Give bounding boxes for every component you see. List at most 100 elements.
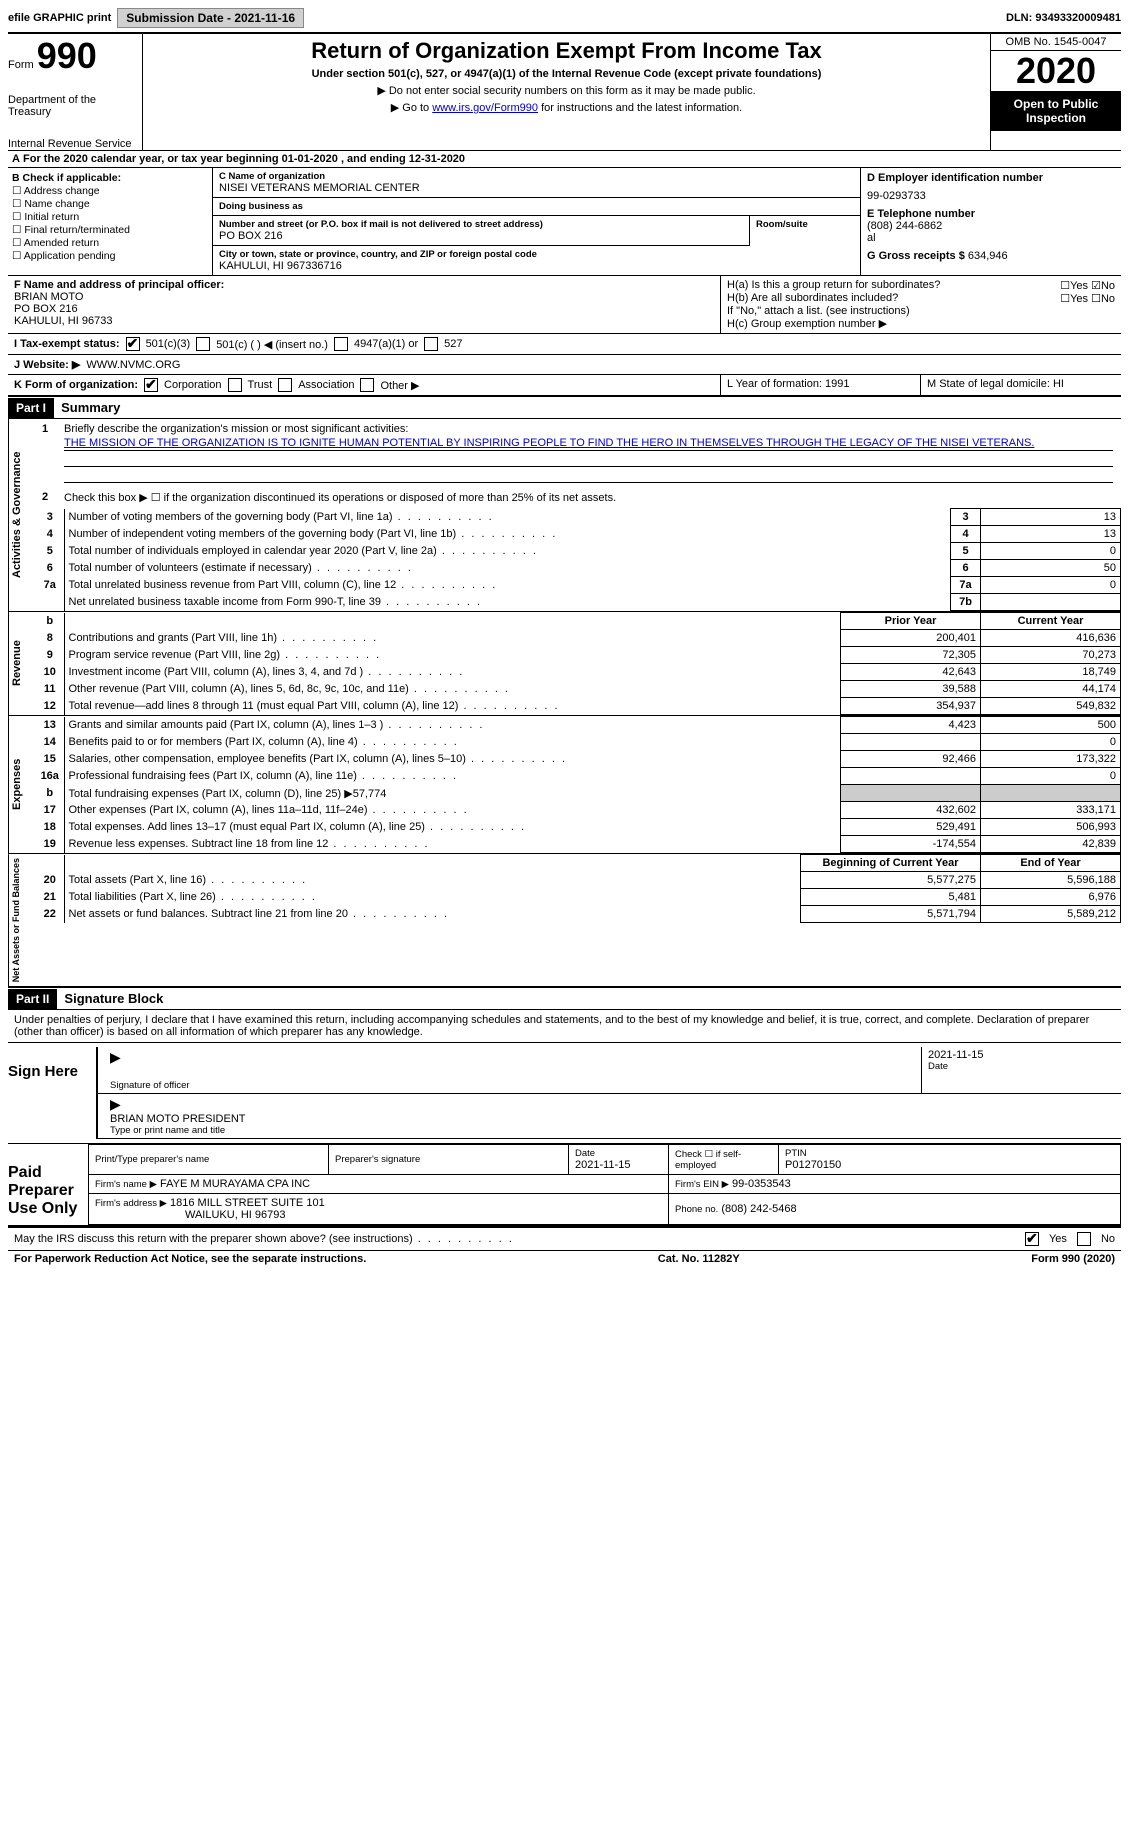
row-label: Other expenses (Part IX, column (A), lin… bbox=[64, 802, 841, 819]
cb-association[interactable] bbox=[278, 378, 292, 392]
prior-value: -174,554 bbox=[841, 836, 981, 853]
gross-receipts-value: 634,946 bbox=[968, 250, 1008, 262]
row-num: 8 bbox=[36, 630, 64, 647]
row-label: Total unrelated business revenue from Pa… bbox=[64, 577, 951, 594]
cb-501c[interactable] bbox=[196, 337, 210, 351]
opt-501c3: 501(c)(3) bbox=[146, 338, 191, 350]
row-label: Net unrelated business taxable income fr… bbox=[64, 594, 951, 611]
phone-label: E Telephone number bbox=[867, 208, 975, 220]
q2-text: Check this box ▶ ☐ if the organization d… bbox=[64, 492, 616, 504]
row-num: 7a bbox=[36, 577, 64, 594]
cb-527[interactable] bbox=[424, 337, 438, 351]
prior-value: 39,588 bbox=[841, 681, 981, 698]
row-label: Salaries, other compensation, employee b… bbox=[64, 751, 841, 768]
mission-text: THE MISSION OF THE ORGANIZATION IS TO IG… bbox=[64, 437, 1113, 451]
submission-date-button[interactable]: Submission Date - 2021-11-16 bbox=[117, 8, 304, 28]
row-num: 17 bbox=[36, 802, 64, 819]
end-value: 6,976 bbox=[981, 889, 1121, 906]
prior-value: 354,937 bbox=[841, 698, 981, 715]
part1-title: Summary bbox=[61, 397, 120, 418]
cb-discuss-no[interactable] bbox=[1077, 1232, 1091, 1246]
officer-typed-label: Type or print name and title bbox=[110, 1125, 1115, 1136]
opt-501c: 501(c) ( ) ◀ (insert no.) bbox=[216, 338, 328, 351]
cb-corporation[interactable] bbox=[144, 378, 158, 392]
row-label: Other revenue (Part VIII, column (A), li… bbox=[64, 681, 841, 698]
cb-4947[interactable] bbox=[334, 337, 348, 351]
prior-value: 529,491 bbox=[841, 819, 981, 836]
row-key: 4 bbox=[951, 526, 981, 543]
row-num: 12 bbox=[36, 698, 64, 715]
current-value: 70,273 bbox=[981, 647, 1121, 664]
irs-link[interactable]: www.irs.gov/Form990 bbox=[432, 102, 538, 114]
pra-notice: For Paperwork Reduction Act Notice, see … bbox=[14, 1253, 366, 1265]
cb-initial-return[interactable]: ☐ Initial return bbox=[12, 211, 208, 223]
q2-num: 2 bbox=[42, 491, 48, 503]
begin-value: 5,571,794 bbox=[801, 906, 981, 923]
row-num: 11 bbox=[36, 681, 64, 698]
discuss-yes: Yes bbox=[1049, 1233, 1067, 1245]
firm-ein: 99-0353543 bbox=[732, 1178, 791, 1190]
firm-name: FAYE M MURAYAMA CPA INC bbox=[160, 1178, 310, 1190]
cb-discuss-yes[interactable] bbox=[1025, 1232, 1039, 1246]
row-num: 15 bbox=[36, 751, 64, 768]
row-label: Total assets (Part X, line 16) bbox=[64, 872, 801, 889]
website-label: J Website: ▶ bbox=[14, 358, 80, 371]
cb-other[interactable] bbox=[360, 378, 374, 392]
cb-trust[interactable] bbox=[228, 378, 242, 392]
current-value bbox=[981, 785, 1121, 802]
prep-selfemployed[interactable]: Check ☐ if self-employed bbox=[669, 1145, 779, 1175]
tab-netassets: Net Assets or Fund Balances bbox=[8, 854, 36, 986]
row-label: Total fundraising expenses (Part IX, col… bbox=[64, 785, 841, 802]
opt-association: Association bbox=[298, 379, 354, 391]
officer-name: BRIAN MOTO bbox=[14, 291, 83, 303]
tab-governance: Activities & Governance bbox=[8, 419, 36, 611]
row-num: 14 bbox=[36, 734, 64, 751]
street-label: Number and street (or P.O. box if mail i… bbox=[219, 219, 743, 230]
ha-no[interactable]: No bbox=[1101, 280, 1115, 292]
firm-phone: (808) 242-5468 bbox=[721, 1203, 796, 1215]
row-value: 50 bbox=[981, 560, 1121, 577]
city-value: KAHULUI, HI 967336716 bbox=[219, 260, 854, 272]
cb-name-change[interactable]: ☐ Name change bbox=[12, 198, 208, 210]
prior-value bbox=[841, 768, 981, 785]
prior-value: 200,401 bbox=[841, 630, 981, 647]
opt-corporation: Corporation bbox=[164, 379, 221, 391]
begin-value: 5,577,275 bbox=[801, 872, 981, 889]
row-label: Net assets or fund balances. Subtract li… bbox=[64, 906, 801, 923]
website-value: WWW.NVMC.ORG bbox=[86, 359, 180, 371]
note-ssn: ▶ Do not enter social security numbers o… bbox=[149, 84, 984, 97]
col-beginning: Beginning of Current Year bbox=[801, 855, 981, 872]
q1-num: 1 bbox=[42, 423, 48, 435]
hb-no[interactable]: No bbox=[1101, 293, 1115, 305]
officer-addr1: PO BOX 216 bbox=[14, 303, 78, 315]
row-label: Total number of individuals employed in … bbox=[64, 543, 951, 560]
ein-label: D Employer identification number bbox=[867, 172, 1043, 184]
blank: b bbox=[36, 613, 64, 630]
cb-address-change[interactable]: ☐ Address change bbox=[12, 185, 208, 197]
prep-date-label: Date bbox=[575, 1148, 662, 1159]
row-key: 7b bbox=[951, 594, 981, 611]
sig-date-label: Date bbox=[928, 1061, 1115, 1072]
opt-527: 527 bbox=[444, 338, 462, 350]
cb-amended-return[interactable]: ☐ Amended return bbox=[12, 237, 208, 249]
cb-application-pending[interactable]: ☐ Application pending bbox=[12, 250, 208, 262]
current-value: 506,993 bbox=[981, 819, 1121, 836]
cb-501c3[interactable] bbox=[126, 337, 140, 351]
dept-treasury: Department of the Treasury bbox=[8, 94, 138, 118]
row-num: 16a bbox=[36, 768, 64, 785]
street-value: PO BOX 216 bbox=[219, 230, 743, 242]
hb-yes[interactable]: Yes bbox=[1070, 293, 1088, 305]
current-value: 0 bbox=[981, 768, 1121, 785]
row-num: 5 bbox=[36, 543, 64, 560]
org-name: NISEI VETERANS MEMORIAL CENTER bbox=[219, 182, 854, 194]
opt-trust: Trust bbox=[248, 379, 273, 391]
prep-date: 2021-11-15 bbox=[575, 1159, 662, 1171]
row-label: Contributions and grants (Part VIII, lin… bbox=[64, 630, 841, 647]
row-key: 3 bbox=[951, 509, 981, 526]
opt-other: Other ▶ bbox=[380, 379, 419, 392]
ha-yes[interactable]: Yes bbox=[1070, 280, 1088, 292]
firm-addr-label: Firm's address ▶ bbox=[95, 1198, 167, 1209]
cb-final-return[interactable]: ☐ Final return/terminated bbox=[12, 224, 208, 236]
officer-typed-name: BRIAN MOTO PRESIDENT bbox=[110, 1113, 1115, 1125]
current-value: 18,749 bbox=[981, 664, 1121, 681]
